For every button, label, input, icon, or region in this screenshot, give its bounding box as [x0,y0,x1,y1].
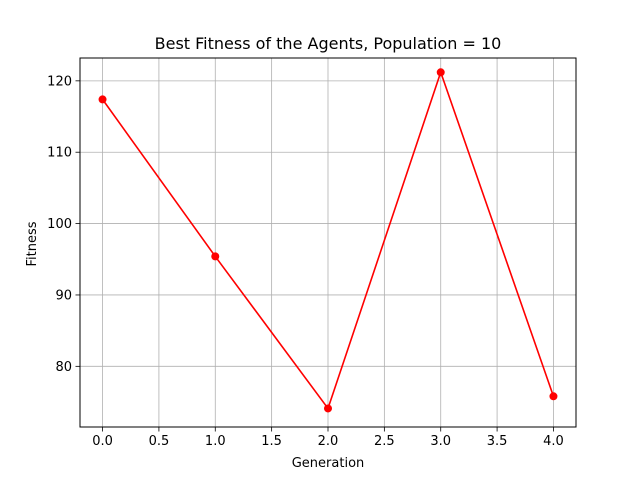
x-axis-title: Generation [292,456,365,471]
data-point [549,392,558,401]
chart-title: Best Fitness of the Agents, Population =… [155,34,502,53]
x-tick-label: 1.0 [205,434,226,449]
y-axis-title: Fitness [25,221,40,266]
series-layer [98,68,558,413]
y-tick-label: 100 [47,217,72,232]
data-point [211,252,220,261]
x-tick-label: 3.5 [487,434,508,449]
x-tick-label: 1.5 [261,434,282,449]
x-tick-label: 2.0 [318,434,339,449]
x-tick-label: 4.0 [543,434,564,449]
y-tick-label: 90 [55,288,72,303]
data-point [324,404,332,413]
x-tick-label: 0.0 [92,434,113,449]
x-tick-label: 0.5 [149,434,170,449]
data-point [98,95,107,104]
x-tick-label: 2.5 [374,434,395,449]
x-axis-ticks: 0.0 0.5 1.0 1.5 2.0 2.5 3.0 3.5 4.0 [92,427,564,449]
data-point [436,68,445,77]
y-tick-label: 80 [55,360,72,375]
y-tick-label: 110 [47,146,72,161]
y-axis-ticks: 80 90 100 110 120 [47,74,80,375]
x-tick-label: 3.0 [430,434,451,449]
y-tick-label: 120 [47,74,72,89]
